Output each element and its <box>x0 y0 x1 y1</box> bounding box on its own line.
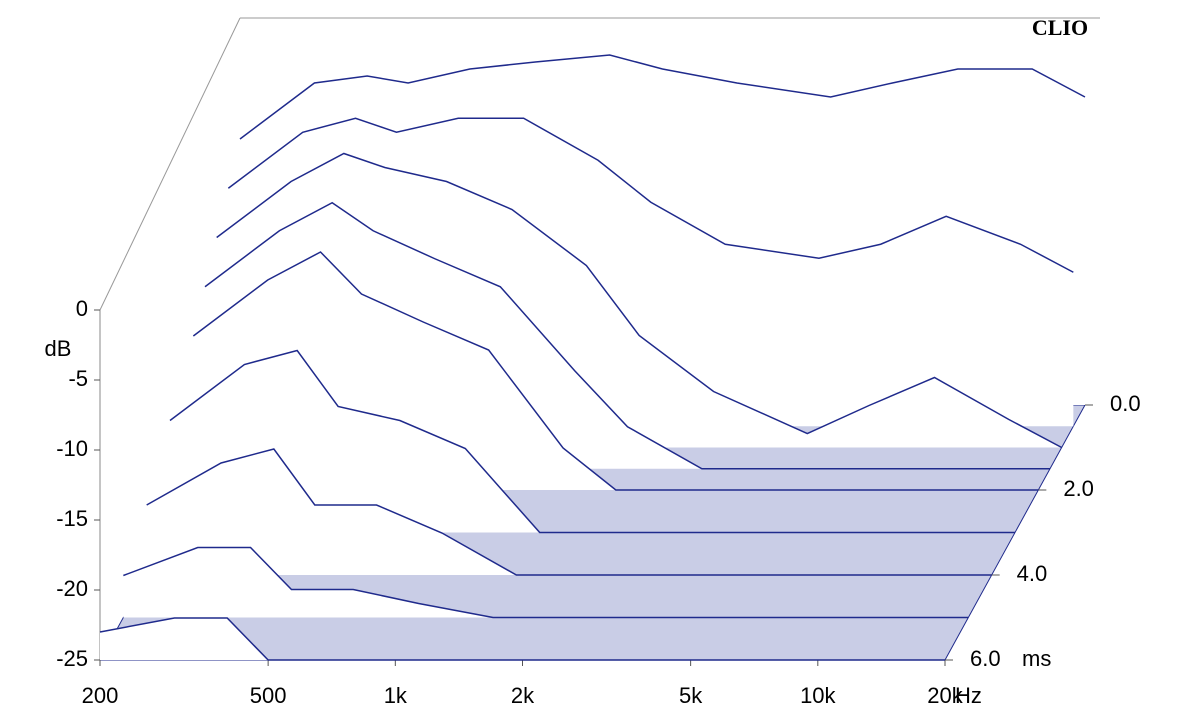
slice-line <box>204 201 1050 470</box>
z-axis-label: ms <box>1022 646 1051 671</box>
z-tick-label: 0.0 <box>1110 391 1141 416</box>
z-tick-label: 4.0 <box>1017 561 1048 586</box>
slice-shade <box>100 618 945 660</box>
left-edge <box>99 17 241 311</box>
slice-line <box>239 54 1086 140</box>
y-tick-label: -5 <box>68 366 88 391</box>
y-tick-label: -10 <box>56 436 88 461</box>
slice-line <box>123 546 969 619</box>
x-tick-label: 200 <box>82 683 119 708</box>
x-tick-label: 500 <box>250 683 287 708</box>
y-tick-label: 0 <box>76 296 88 321</box>
x-axis-label: Hz <box>955 683 982 708</box>
y-tick-label: -20 <box>56 576 88 601</box>
x-tick-label: 10k <box>800 683 836 708</box>
y-axis-label: dB <box>45 336 72 361</box>
slice-shade <box>123 547 969 618</box>
slice-line <box>146 448 992 576</box>
slice-shade <box>146 449 992 575</box>
z-tick-label: 2.0 <box>1063 476 1094 501</box>
x-tick-label: 1k <box>384 683 408 708</box>
slice-line <box>216 152 1063 449</box>
slice-shade <box>170 350 1015 533</box>
slice-line <box>227 117 1074 273</box>
slice-line <box>192 251 1039 491</box>
x-tick-label: 2k <box>511 683 535 708</box>
x-tick-label: 5k <box>679 683 703 708</box>
z-tick-label: 6.0 <box>970 646 1001 671</box>
x-tick-label: 20k <box>927 683 963 708</box>
slice-line <box>169 349 1015 534</box>
brand: CLIO <box>1032 15 1088 40</box>
y-tick-label: -15 <box>56 506 88 531</box>
slice-line <box>99 617 945 661</box>
y-tick-label: -25 <box>56 646 88 671</box>
